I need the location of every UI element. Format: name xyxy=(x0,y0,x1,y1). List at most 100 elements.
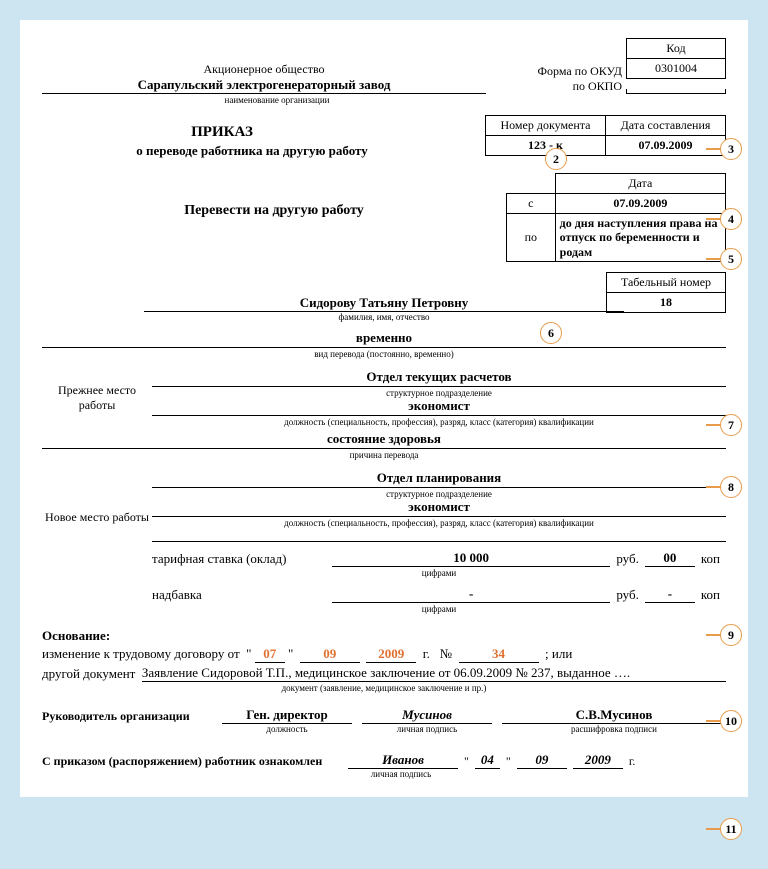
basis-title: Основание: xyxy=(42,628,726,644)
kind-caption: вид перевода (постоянно, временно) xyxy=(42,349,726,359)
marker-4: 4 xyxy=(720,208,742,230)
org-type: Акционерное общество xyxy=(42,62,486,77)
ack-caps: личная подпись xyxy=(42,769,726,779)
kind: временно xyxy=(42,330,726,348)
from-date: 07.09.2009 xyxy=(555,194,725,214)
to-text: до дня наступления права на отпуск по бе… xyxy=(555,214,725,262)
sign-signature: Мусинов xyxy=(362,707,492,724)
marker-3: 3 xyxy=(720,138,742,160)
new-section: Новое место работы Отдел планирования ст… xyxy=(42,470,726,614)
sign-name: С.В.Мусинов xyxy=(502,707,726,724)
prev-dept: Отдел текущих расчетов xyxy=(152,369,726,387)
basis-line2: другой документ Заявление Сидоровой Т.П.… xyxy=(42,665,726,682)
rate-label: тарифная ставка (оклад) xyxy=(152,551,332,567)
doc-date: 07.09.2009 xyxy=(606,136,726,156)
rate-cap: цифрами xyxy=(152,568,726,578)
marker-9: 9 xyxy=(720,624,742,646)
name-cap: расшифровка подписи xyxy=(502,724,726,734)
salary-rate-row: тарифная ставка (оклад) 10 000 руб. 00 к… xyxy=(152,550,726,567)
other-label: другой документ xyxy=(42,666,135,682)
rate-kop: 00 xyxy=(645,550,695,567)
bonus-cap: цифрами xyxy=(152,604,726,614)
new-blank xyxy=(152,528,726,542)
marker-5: 5 xyxy=(720,248,742,270)
kop1: коп xyxy=(695,551,726,567)
ack-year: 2009 xyxy=(573,752,623,769)
header-row: Акционерное общество Сарапульский электр… xyxy=(42,38,726,94)
date-head: Дата xyxy=(555,174,725,194)
org-block: Акционерное общество Сарапульский электр… xyxy=(42,62,486,94)
num-label: Номер документа xyxy=(486,116,606,136)
kop2: коп xyxy=(695,587,726,603)
okud-code: 0301004 xyxy=(626,59,726,79)
basis-block: Основание: изменение к трудовому договор… xyxy=(42,628,726,693)
sign-position: Ген. директор xyxy=(222,707,352,724)
tabnum-table: Табельный номер 18 xyxy=(606,272,726,313)
to-label: по xyxy=(507,214,556,262)
reason: состояние здоровья xyxy=(42,431,726,449)
basis-prefix: изменение к трудовому договору от xyxy=(42,646,240,661)
org-name: Сарапульский электрогенераторный завод xyxy=(42,77,486,94)
fio: Сидорову Татьяну Петровну xyxy=(144,295,624,312)
prev-section: Прежнее место работы Отдел текущих расче… xyxy=(42,369,726,427)
ack-sig-cap: личная подпись xyxy=(346,769,456,779)
sign-row: Руководитель организации Ген. директор М… xyxy=(42,707,726,724)
ack-row: С приказом (распоряжением) работник озна… xyxy=(42,752,726,769)
prev-pos: экономист xyxy=(152,398,726,416)
docnum-table: Номер документа Дата составления 123 - к… xyxy=(485,115,726,156)
pos-cap: должность xyxy=(222,724,352,734)
num-label: № xyxy=(440,646,452,661)
bonus-value: - xyxy=(332,586,610,603)
head-label: Руководитель организации xyxy=(42,709,212,724)
ack-year-suffix: г. xyxy=(629,754,636,769)
okpo-code xyxy=(626,89,726,94)
marker-7: 7 xyxy=(720,414,742,436)
date-label: Дата составления xyxy=(606,116,726,136)
doc-title: ПРИКАЗ xyxy=(42,124,402,141)
bonus-kop: - xyxy=(645,586,695,603)
other-text: Заявление Сидоровой Т.П., медицинское за… xyxy=(142,665,726,682)
ack-day: 04 xyxy=(475,752,500,769)
doc-subtitle: о переводе работника на другую работу xyxy=(42,143,462,159)
rub1: руб. xyxy=(610,551,645,567)
new-label: Новое место работы xyxy=(42,470,152,614)
kind-row: временно вид перевода (постоянно, времен… xyxy=(42,330,726,359)
transfer-block: Перевести на другую работу Дата с 07.09.… xyxy=(42,173,726,262)
reason-cap: причина перевода xyxy=(42,450,726,460)
prev-dept-cap: структурное подразделение xyxy=(152,388,726,398)
sig-cap: личная подпись xyxy=(362,724,492,734)
tab-value: 18 xyxy=(607,293,726,313)
prev-label: Прежнее место работы xyxy=(42,369,152,427)
tab-label: Табельный номер xyxy=(607,273,726,293)
other-cap: документ (заявление, медицинское заключе… xyxy=(42,683,726,693)
org-caption: наименование организации xyxy=(42,95,512,105)
bonus-label: надбавка xyxy=(152,587,332,603)
salary-bonus-row: надбавка - руб. - коп xyxy=(152,586,726,603)
basis-num: 34 xyxy=(459,646,539,663)
ack-label: С приказом (распоряжением) работник озна… xyxy=(42,754,342,769)
basis-line1: изменение к трудовому договору от " 07 "… xyxy=(42,646,726,663)
transfer-title: Перевести на другую работу xyxy=(42,173,506,262)
document-page: Акционерное общество Сарапульский электр… xyxy=(20,20,748,797)
okud-label: Форма по ОКУД xyxy=(496,64,626,79)
reason-row: состояние здоровья причина перевода xyxy=(42,431,726,460)
new-dept-cap: структурное подразделение xyxy=(152,489,726,499)
kod-label: Код xyxy=(626,38,726,59)
okud-block: Код Форма по ОКУД 0301004 по ОКПО xyxy=(496,38,726,94)
new-pos: экономист xyxy=(152,499,726,517)
rate-value: 10 000 xyxy=(332,550,610,567)
basis-year: 2009 xyxy=(366,646,416,663)
new-dept: Отдел планирования xyxy=(152,470,726,488)
marker-2: 2 xyxy=(545,148,567,170)
sign-caps: должность личная подпись расшифровка под… xyxy=(42,724,726,734)
basis-day: 07 xyxy=(255,646,285,663)
marker-6: 6 xyxy=(540,322,562,344)
marker-8: 8 xyxy=(720,476,742,498)
ack-signature: Иванов xyxy=(348,752,458,769)
fio-caption: фамилия, имя, отчество xyxy=(144,312,624,322)
new-pos-cap: должность (специальность, профессия), ра… xyxy=(152,518,726,528)
prev-pos-cap: должность (специальность, профессия), ра… xyxy=(152,417,726,427)
marker-10: 10 xyxy=(720,710,742,732)
date-table: Дата с 07.09.2009 по до дня наступления … xyxy=(506,173,726,262)
marker-11: 11 xyxy=(720,818,742,840)
